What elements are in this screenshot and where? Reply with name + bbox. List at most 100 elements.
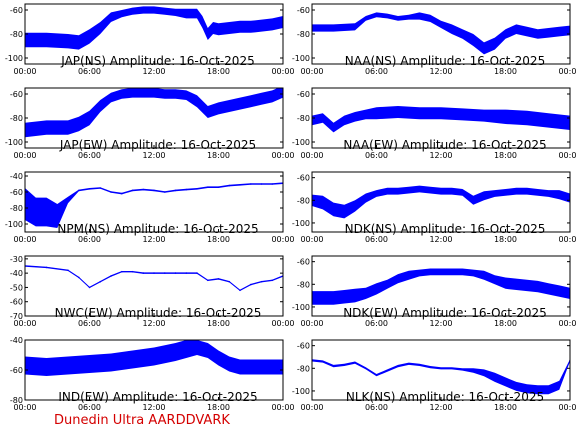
data-point bbox=[228, 105, 231, 107]
data-point bbox=[332, 208, 335, 211]
data-point bbox=[504, 116, 507, 118]
data-point bbox=[375, 288, 378, 290]
series-band bbox=[25, 265, 283, 291]
data-point bbox=[461, 33, 464, 35]
data-point bbox=[408, 274, 410, 277]
data-point bbox=[547, 389, 550, 391]
data-point bbox=[207, 186, 209, 188]
data-point bbox=[207, 279, 209, 282]
data-point bbox=[239, 289, 241, 292]
panel-9: -80 -60 -40 00:00 06:00 12:00 18:00 00:00 IND(EW… bbox=[10, 336, 295, 412]
data-point bbox=[408, 363, 410, 365]
data-point bbox=[99, 187, 102, 189]
data-point bbox=[45, 266, 48, 269]
data-point bbox=[250, 26, 252, 28]
y-tick-label: -30 bbox=[10, 255, 23, 264]
y-tick-label: -100 bbox=[5, 220, 23, 229]
x-tick-label: 00:00 bbox=[300, 67, 323, 76]
data-point bbox=[494, 279, 496, 281]
y-tick-label: -80 bbox=[10, 30, 23, 39]
data-point bbox=[418, 272, 421, 274]
data-point bbox=[343, 364, 346, 366]
data-point bbox=[537, 33, 539, 35]
data-point bbox=[386, 15, 389, 17]
x-tick-label: 06:00 bbox=[365, 67, 388, 76]
x-tick-label: 18:00 bbox=[207, 67, 230, 76]
panel-7: -70 -60 -50 -40 -30 00:00 06:00 12:00 18:00 00:00… bbox=[10, 255, 295, 328]
data-point bbox=[451, 271, 453, 273]
panel-title: NAA(NS) Amplitude: 16-Oct-2025 bbox=[345, 54, 545, 68]
y-tick-label: -100 bbox=[292, 303, 310, 312]
data-point bbox=[110, 96, 112, 99]
x-tick-label: 00:00 bbox=[13, 403, 36, 412]
data-point bbox=[429, 366, 432, 369]
panel-title: IND(EW) Amplitude: 16-Oct-2025 bbox=[58, 390, 257, 404]
data-point bbox=[461, 368, 464, 371]
data-point bbox=[354, 26, 356, 28]
x-tick-label: 18:00 bbox=[494, 67, 517, 76]
series-band bbox=[25, 88, 283, 138]
y-tick-label: -80 bbox=[297, 364, 310, 373]
data-point bbox=[110, 361, 112, 364]
data-point bbox=[78, 41, 80, 44]
data-point bbox=[142, 9, 145, 11]
data-point bbox=[386, 190, 389, 192]
data-point bbox=[322, 201, 324, 204]
data-point bbox=[397, 190, 399, 192]
x-tick-label: 00:00 bbox=[558, 67, 576, 76]
data-point bbox=[153, 189, 155, 192]
data-point bbox=[429, 189, 432, 191]
data-point bbox=[526, 190, 528, 192]
x-tick-label: 00:00 bbox=[300, 151, 323, 160]
data-point bbox=[121, 192, 123, 195]
panel-2: -100 -80 -60 00:00 06:00 12:00 18:00 00:00 NAA(N… bbox=[292, 3, 576, 76]
data-point bbox=[174, 93, 177, 95]
data-point bbox=[67, 199, 69, 201]
data-point bbox=[451, 190, 453, 192]
data-point bbox=[365, 113, 367, 116]
data-point bbox=[88, 188, 91, 190]
x-tick-label: 18:00 bbox=[207, 319, 230, 328]
data-point bbox=[67, 364, 69, 367]
data-point bbox=[418, 364, 421, 366]
data-point bbox=[365, 367, 367, 370]
data-point bbox=[461, 113, 464, 116]
x-tick-label: 06:00 bbox=[365, 319, 388, 328]
y-tick-label: -60 bbox=[297, 174, 310, 183]
series-band bbox=[25, 340, 283, 376]
data-point bbox=[174, 272, 177, 274]
data-point bbox=[483, 195, 485, 197]
data-point bbox=[365, 292, 367, 295]
data-point bbox=[110, 191, 112, 193]
data-point bbox=[78, 123, 80, 125]
y-tick-label: -100 bbox=[5, 54, 23, 63]
data-point bbox=[547, 192, 550, 195]
data-point bbox=[196, 12, 198, 15]
data-point bbox=[354, 116, 356, 118]
series-band bbox=[25, 6, 283, 50]
data-point bbox=[494, 42, 496, 45]
data-point bbox=[429, 271, 432, 273]
data-point bbox=[440, 367, 442, 370]
data-point bbox=[142, 272, 145, 274]
data-point bbox=[88, 117, 91, 119]
data-point bbox=[472, 369, 475, 372]
data-point bbox=[440, 112, 442, 114]
panel-10: -100 -80 -60 00:00 06:00 12:00 18:00 00:00 NLK(N… bbox=[292, 339, 576, 412]
y-tick-label: -80 bbox=[10, 114, 23, 123]
data-point bbox=[343, 296, 346, 298]
data-point bbox=[472, 39, 475, 41]
x-tick-label: 00:00 bbox=[271, 67, 294, 76]
y-tick-label: -40 bbox=[10, 172, 23, 181]
panel-title: NWC(EW) Amplitude: 16-Oct-2025 bbox=[55, 306, 262, 320]
data-point bbox=[196, 272, 198, 274]
x-tick-label: 18:00 bbox=[494, 151, 517, 160]
panel-title: NLK(NS) Amplitude: 16-Oct-2025 bbox=[346, 390, 544, 404]
y-tick-label: -80 bbox=[297, 196, 310, 205]
data-point bbox=[212, 27, 214, 29]
data-point bbox=[45, 366, 48, 368]
data-point bbox=[142, 188, 145, 191]
series-band bbox=[312, 359, 570, 395]
panel-8: -100 -80 -60 00:00 06:00 12:00 18:00 00:00 NDK(E… bbox=[292, 255, 576, 328]
x-tick-label: 12:00 bbox=[429, 235, 452, 244]
